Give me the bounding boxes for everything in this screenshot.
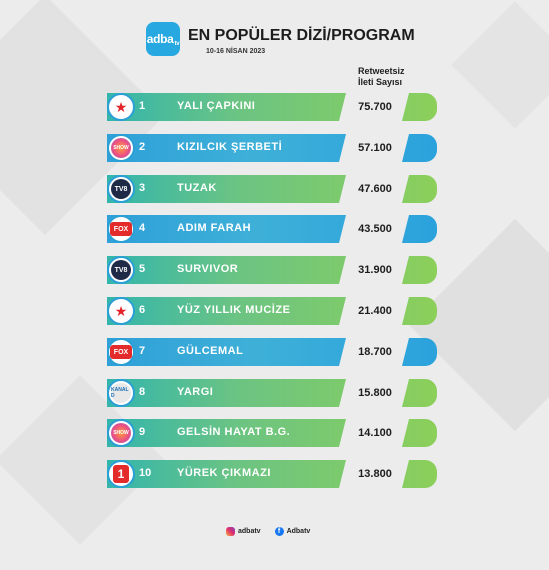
column-header-line1: Retweetsiz	[358, 66, 405, 76]
ranking-row: KANAL D 8 YARGI 15.800	[107, 379, 437, 407]
program-name: YÜZ YILLIK MUCİZE	[177, 304, 291, 316]
program-name: SURVIVOR	[177, 263, 239, 275]
value-background	[339, 297, 409, 325]
value-background	[339, 175, 409, 203]
rank-number: 9	[139, 426, 146, 438]
retweet-count: 13.800	[358, 468, 392, 480]
rank-number: 3	[139, 182, 146, 194]
ranking-row: ★ 1 YALI ÇAPKINI 75.700	[107, 93, 437, 121]
retweet-count: 47.600	[358, 183, 392, 195]
channel-badge: TV8	[107, 175, 135, 203]
date-range: 10-16 NİSAN 2023	[206, 48, 266, 55]
value-background	[339, 215, 409, 243]
background-shape	[451, 1, 549, 129]
tv8-logo: TV8	[111, 260, 131, 280]
program-name: YARGI	[177, 386, 214, 398]
facebook-link[interactable]: f Adbatv	[274, 527, 311, 536]
channel-badge: SHOW	[107, 419, 135, 447]
program-name: GELSİN HAYAT B.G.	[177, 426, 291, 438]
show-logo: SHOW	[111, 138, 131, 158]
channel-badge: ★	[107, 93, 135, 121]
value-background	[339, 256, 409, 284]
rank-number: 6	[139, 304, 146, 316]
value-background	[339, 338, 409, 366]
instagram-link[interactable]: adbatv	[226, 527, 261, 536]
column-header-line2: İleti Sayısı	[358, 77, 403, 87]
facebook-icon: f	[274, 527, 284, 536]
footer: adbatv f Adbatv	[226, 527, 310, 536]
retweet-count: 21.400	[358, 305, 392, 317]
adbatv-logo: adba tv	[146, 22, 180, 56]
logo-text: adba	[146, 32, 174, 46]
star-one-logo: 1	[113, 465, 129, 483]
ranking-row: 1 10 YÜREK ÇIKMAZI 13.800	[107, 460, 437, 488]
tv8-logo: TV8	[111, 179, 131, 199]
kanald-logo: KANAL D	[111, 383, 131, 403]
rank-number: 4	[139, 222, 146, 234]
show-logo: SHOW	[111, 423, 131, 443]
retweet-count: 18.700	[358, 346, 392, 358]
fox-logo: FOX	[110, 345, 132, 359]
retweet-count: 14.100	[358, 427, 392, 439]
logo-suffix: tv	[174, 41, 180, 47]
program-name: YÜREK ÇIKMAZI	[177, 467, 271, 479]
instagram-icon	[226, 527, 235, 536]
retweet-count: 31.900	[358, 264, 392, 276]
rank-number: 10	[139, 467, 152, 479]
retweet-count: 43.500	[358, 223, 392, 235]
column-header: Retweetsiz İleti Sayısı	[358, 66, 428, 88]
channel-badge: FOX	[107, 215, 135, 243]
channel-badge: SHOW	[107, 134, 135, 162]
program-name: YALI ÇAPKINI	[177, 100, 256, 112]
value-background	[339, 379, 409, 407]
rank-number: 5	[139, 263, 146, 275]
channel-badge: TV8	[107, 256, 135, 284]
rank-number: 8	[139, 386, 146, 398]
retweet-count: 75.700	[358, 101, 392, 113]
ranking-row: SHOW 2 KIZILCIK ŞERBETİ 57.100	[107, 134, 437, 162]
retweet-count: 15.800	[358, 387, 392, 399]
facebook-handle: Adbatv	[286, 528, 311, 535]
atv-logo: ★	[111, 301, 131, 321]
value-background	[339, 134, 409, 162]
value-background	[339, 460, 409, 488]
channel-badge: ★	[107, 297, 135, 325]
ranking-row: FOX 7 GÜLCEMAL 18.700	[107, 338, 437, 366]
program-name: TUZAK	[177, 182, 217, 194]
page-title: EN POPÜLER DİZİ/PROGRAM	[188, 27, 415, 44]
ranking-row: ★ 6 YÜZ YILLIK MUCİZE 21.400	[107, 297, 437, 325]
rank-number: 1	[139, 100, 146, 112]
value-background	[339, 93, 409, 121]
ranking-row: FOX 4 ADIM FARAH 43.500	[107, 215, 437, 243]
ranking-row: SHOW 9 GELSİN HAYAT B.G. 14.100	[107, 419, 437, 447]
ranking-row: TV8 5 SURVIVOR 31.900	[107, 256, 437, 284]
channel-badge: KANAL D	[107, 379, 135, 407]
rank-number: 7	[139, 345, 146, 357]
atv-logo: ★	[111, 97, 131, 117]
rank-number: 2	[139, 141, 146, 153]
channel-badge: 1	[107, 460, 135, 488]
retweet-count: 57.100	[358, 142, 392, 154]
channel-badge: FOX	[107, 338, 135, 366]
value-background	[339, 419, 409, 447]
program-name: GÜLCEMAL	[177, 345, 244, 357]
fox-logo: FOX	[110, 222, 132, 236]
program-name: ADIM FARAH	[177, 222, 252, 234]
ranking-row: TV8 3 TUZAK 47.600	[107, 175, 437, 203]
program-name: KIZILCIK ŞERBETİ	[177, 141, 283, 153]
instagram-handle: adbatv	[238, 528, 261, 535]
